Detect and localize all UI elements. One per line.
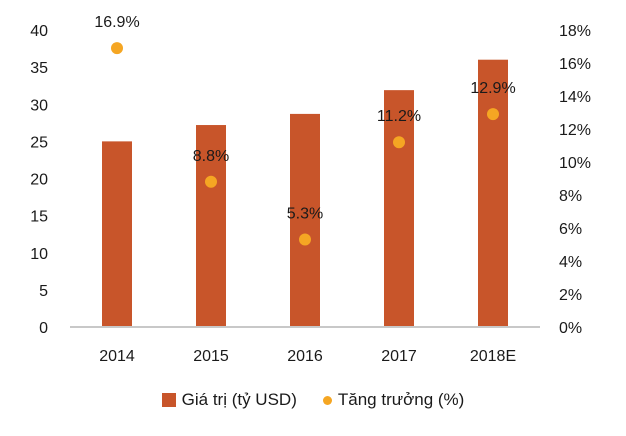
growth-point-2017: [393, 136, 405, 149]
growth-label-2017: 11.2%: [377, 108, 421, 125]
growth-point-2018E: [487, 108, 499, 121]
left-tick-label: 25: [30, 134, 48, 151]
growth-point-2015: [205, 175, 217, 188]
growth-label-2016: 5.3%: [287, 206, 323, 223]
growth-series: [111, 42, 499, 246]
bar-series: [102, 59, 508, 327]
left-tick-label: 0: [39, 320, 48, 337]
right-tick-label: 10%: [559, 155, 591, 172]
legend-label-growth: Tăng trưởng (%): [337, 390, 465, 409]
right-tick-label: 0%: [559, 320, 582, 337]
right-tick-label: 16%: [559, 56, 591, 73]
right-tick-label: 8%: [559, 188, 582, 205]
left-tick-label: 10: [30, 246, 48, 263]
bar-2014: [102, 141, 132, 327]
left-tick-label: 5: [39, 283, 48, 300]
growth-label-2018E: 12.9%: [470, 80, 515, 97]
growth-label-2014: 16.9%: [94, 14, 139, 31]
bar-2015: [196, 125, 226, 327]
bar-2017: [384, 90, 414, 327]
right-tick-label: 18%: [559, 23, 591, 40]
x-tick-label: 2015: [193, 348, 229, 365]
right-tick-label: 12%: [559, 122, 591, 139]
right-tick-label: 4%: [559, 254, 582, 271]
growth-point-2016: [299, 233, 311, 246]
legend-label-value: Giá trị (tỷ USD): [181, 390, 297, 409]
x-tick-label: 2017: [381, 348, 417, 365]
growth-point-2014: [111, 42, 123, 55]
bar-2016: [290, 113, 320, 327]
left-tick-label: 20: [30, 172, 48, 189]
growth-data-labels: 16.9% 8.8% 5.3% 11.2% 12.9%: [94, 14, 515, 222]
right-tick-label: 14%: [559, 89, 591, 106]
x-axis-ticks: 2014 2015 2016 2017 2018E: [99, 348, 516, 365]
bar-2018E: [478, 59, 508, 327]
right-axis-ticks: 0% 2% 4% 6% 8% 10% 12% 14% 16% 18%: [559, 23, 591, 337]
x-tick-label: 2018E: [470, 348, 516, 365]
x-tick-label: 2016: [287, 348, 323, 365]
right-tick-label: 6%: [559, 221, 582, 238]
x-tick-label: 2014: [99, 348, 135, 365]
left-tick-label: 30: [30, 97, 48, 114]
legend: Giá trị (tỷ USD) Tăng trưởng (%): [0, 390, 626, 410]
left-tick-label: 15: [30, 209, 48, 226]
right-tick-label: 2%: [559, 287, 582, 304]
growth-label-2015: 8.8%: [193, 148, 229, 165]
legend-dot-swatch: [322, 395, 332, 405]
left-axis-ticks: 0 5 10 15 20 25 30 35 40: [30, 23, 48, 337]
left-tick-label: 35: [30, 60, 48, 77]
legend-item-growth: Tăng trưởng (%): [322, 390, 465, 410]
legend-item-value: Giá trị (tỷ USD): [161, 390, 297, 410]
left-tick-label: 40: [30, 23, 48, 40]
legend-bar-swatch: [161, 393, 176, 407]
